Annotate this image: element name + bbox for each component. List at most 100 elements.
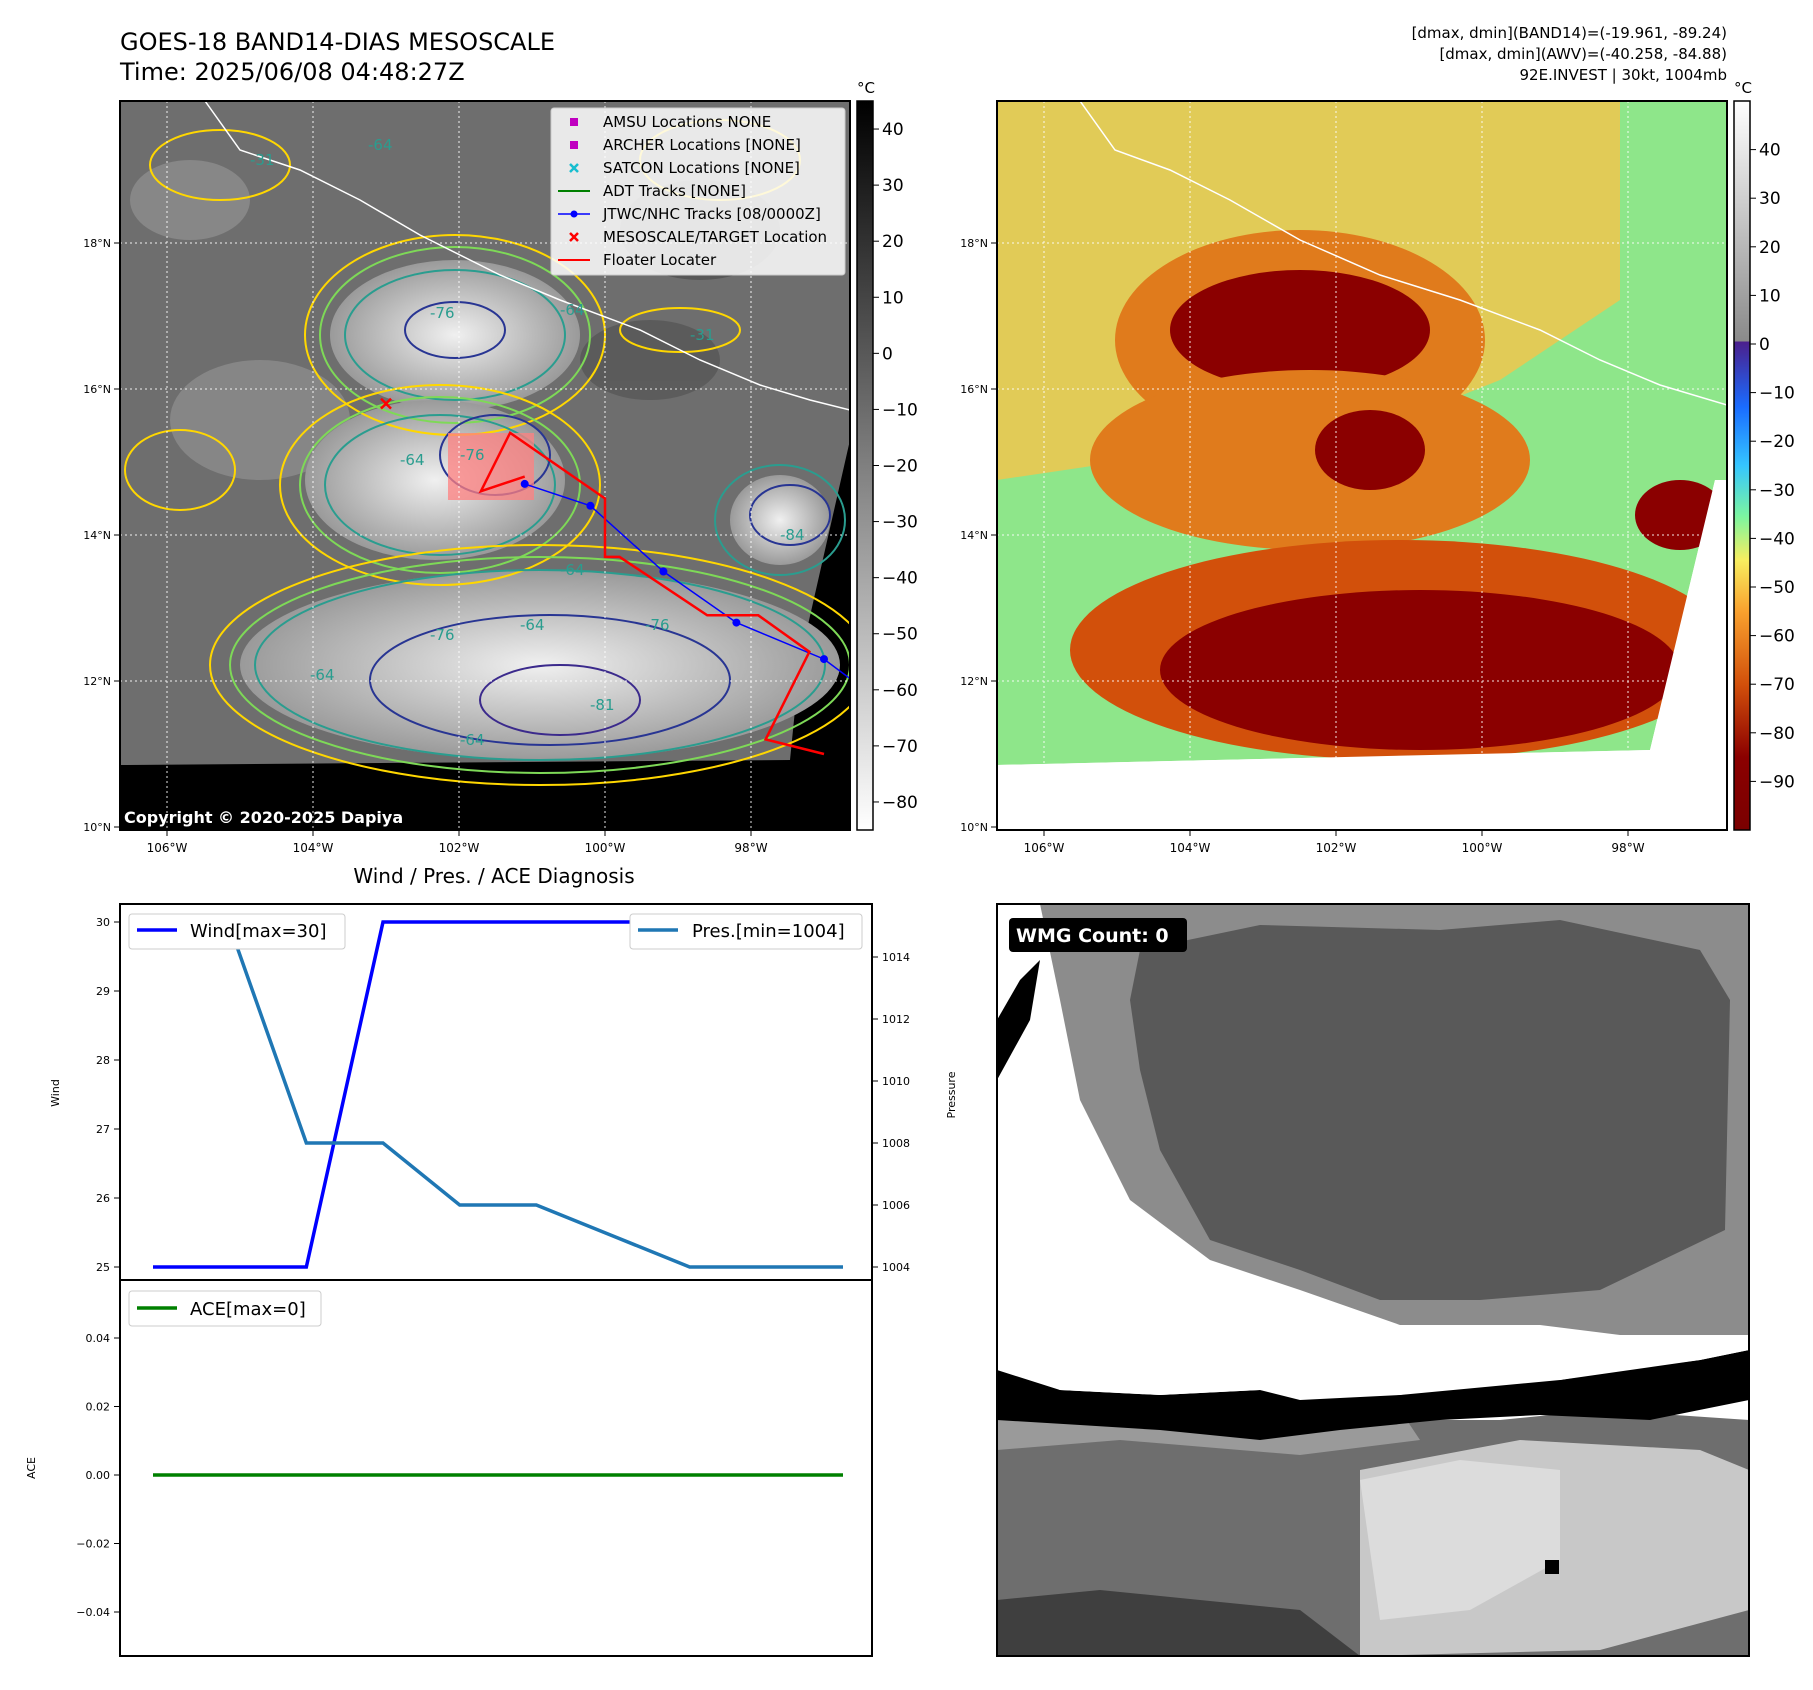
- color-map-gridlines: [997, 101, 1727, 830]
- contour-label: -64: [368, 136, 393, 154]
- legend-item-label: ADT Tracks [NONE]: [603, 182, 746, 200]
- map-x-tick-label: 104°W: [1170, 841, 1211, 855]
- color-colorbar-label: −80: [1759, 724, 1795, 744]
- bw-colorbar-label: 20: [882, 232, 904, 252]
- color-map-panel: [997, 101, 1727, 830]
- legend-marker-dot: [570, 210, 578, 218]
- diagnosis-ticks: 30 29 28 27 26 25 1014 1012 1010 1008 1006 1004 0.04…: [76, 916, 910, 1619]
- wind-tick-label: 28: [96, 1054, 110, 1067]
- legend-marker-x: [569, 163, 579, 173]
- bw-colorbar-label: 40: [882, 120, 904, 140]
- map-axis-ticks: 106°W 104°W 102°W 100°W 98°W 18°N 16°N 14°N 12°N…: [83, 237, 1644, 855]
- wind-tick-label: 26: [96, 1192, 110, 1205]
- contour-label: -64: [560, 561, 585, 579]
- jtwc-track-point: [520, 479, 529, 488]
- info-band14: [dmax, dmin](BAND14)=(-19.961, -89.24): [1412, 24, 1727, 42]
- contour-labels: -31 -64 -76 -64 -31 -64 -76 -76 -64 -64 -76 -81 -64 -…: [250, 136, 805, 749]
- map-legend: AMSU Locations NONE ARCHER Locations [NON…: [550, 107, 846, 276]
- map-x-tick-label: 104°W: [293, 841, 334, 855]
- color-colorbar-label: −70: [1759, 675, 1795, 695]
- contour-label: -31: [690, 326, 715, 344]
- color-colorbar-label: −40: [1759, 529, 1795, 549]
- info-storm: 92E.INVEST | 30kt, 1004mb: [1520, 66, 1728, 84]
- map-x-tick-label: 100°W: [1462, 841, 1503, 855]
- legend-item-label: ARCHER Locations [NONE]: [603, 136, 801, 154]
- map-y-tick-label: 12°N: [960, 675, 988, 688]
- track-overlay: [380, 397, 850, 756]
- map-y-tick-label: 16°N: [960, 383, 988, 396]
- bw-colorbar-label: −20: [882, 457, 918, 477]
- coastline: [204, 101, 850, 411]
- wmg-count-badge: [1009, 918, 1187, 952]
- contour-label: -76: [430, 304, 455, 322]
- pressure-tick-label: 1012: [882, 1013, 910, 1026]
- wind-legend-label: Wind[max=30]: [190, 921, 327, 942]
- pressure-tick-label: 1008: [882, 1137, 910, 1150]
- ace-tick-label: 0.04: [86, 1332, 111, 1345]
- pressure-series-line: [153, 924, 843, 1269]
- ir-map-frame: [119, 100, 851, 831]
- contour-label: -64: [400, 451, 425, 469]
- map-x-tick-label: 98°W: [734, 841, 767, 855]
- contour-label: -76: [460, 446, 485, 464]
- ace-legend: ACE[max=0]: [128, 1290, 322, 1327]
- contour-label: -31: [250, 151, 275, 169]
- bw-colorbar-label: 10: [882, 288, 904, 308]
- bw-colorbar-label: −60: [882, 681, 918, 701]
- pressure-axis-label: Pressure: [945, 1071, 958, 1118]
- wind-tick-label: 29: [96, 985, 110, 998]
- bw-colorbar-label: 30: [882, 176, 904, 196]
- pressure-legend-label: Pres.[min=1004]: [692, 921, 845, 942]
- cloud-south: [240, 570, 840, 760]
- ace-tick-label: −0.04: [76, 1606, 110, 1619]
- color-colorbar-label: 30: [1759, 189, 1781, 209]
- map-y-tick-label: 16°N: [83, 383, 111, 396]
- copyright-text: Copyright © 2020-2025 Dapiya: [124, 808, 403, 827]
- figure-title: GOES-18 BAND14-DIAS MESOSCALE: [120, 28, 555, 56]
- legend-item-label: JTWC/NHC Tracks [08/0000Z]: [602, 205, 821, 223]
- color-colorbar-label: 10: [1759, 286, 1781, 306]
- color-colorbar-unit: °C: [1734, 79, 1752, 97]
- map-y-tick-label: 12°N: [83, 675, 111, 688]
- color-colorbar: °C 40 30 20 10 0 −10 −20 −30 −40 −50 −60 −70 −80 −90: [1733, 79, 1795, 831]
- contour-label: -76: [645, 616, 670, 634]
- wind-tick-label: 30: [96, 916, 110, 929]
- map-y-tick-label: 14°N: [960, 529, 988, 542]
- contour-label: -76: [430, 626, 455, 644]
- contour-label: -84: [780, 526, 805, 544]
- wind-legend: Wind[max=30]: [128, 913, 346, 950]
- ace-tick-label: −0.02: [76, 1538, 110, 1551]
- map-y-tick-label: 18°N: [83, 237, 111, 250]
- map-x-tick-label: 106°W: [147, 841, 188, 855]
- ace-tick-label: 0.02: [86, 1401, 111, 1414]
- map-x-tick-label: 102°W: [439, 841, 480, 855]
- bw-colorbar-label: −10: [882, 400, 918, 420]
- jtwc-track-point: [820, 655, 828, 664]
- floater-box: [448, 433, 534, 500]
- jtwc-track-line: [524, 483, 850, 680]
- pressure-tick-label: 1006: [882, 1199, 910, 1212]
- legend-item-label: AMSU Locations NONE: [603, 113, 771, 131]
- map-y-tick-label: 14°N: [83, 529, 111, 542]
- bw-colorbar-label: −50: [882, 625, 918, 645]
- legend-marker-square: [570, 118, 578, 126]
- color-colorbar-label: −30: [1759, 481, 1795, 501]
- map-x-tick-label: 102°W: [1316, 841, 1357, 855]
- wind-pressure-axes: [119, 903, 873, 1281]
- map-x-tick-label: 98°W: [1611, 841, 1644, 855]
- map-y-tick-label: 10°N: [960, 821, 988, 834]
- info-awv: [dmax, dmin](AWV)=(-40.258, -84.88): [1439, 45, 1727, 63]
- map-x-tick-label: 106°W: [1024, 841, 1065, 855]
- contour-label: -64: [460, 731, 485, 749]
- pressure-tick-label: 1014: [882, 951, 910, 964]
- floater-track-line: [478, 430, 825, 756]
- wmg-panel: [997, 904, 1749, 1656]
- wind-tick-label: 27: [96, 1123, 110, 1136]
- pressure-tick-label: 1010: [882, 1075, 910, 1088]
- jtwc-track-point: [586, 501, 595, 510]
- legend-item-label: Floater Locater: [603, 251, 717, 269]
- color-colorbar-label: −50: [1759, 578, 1795, 598]
- legend-item-label: MESOSCALE/TARGET Location: [603, 228, 827, 246]
- bw-colorbar-label: −70: [882, 737, 918, 757]
